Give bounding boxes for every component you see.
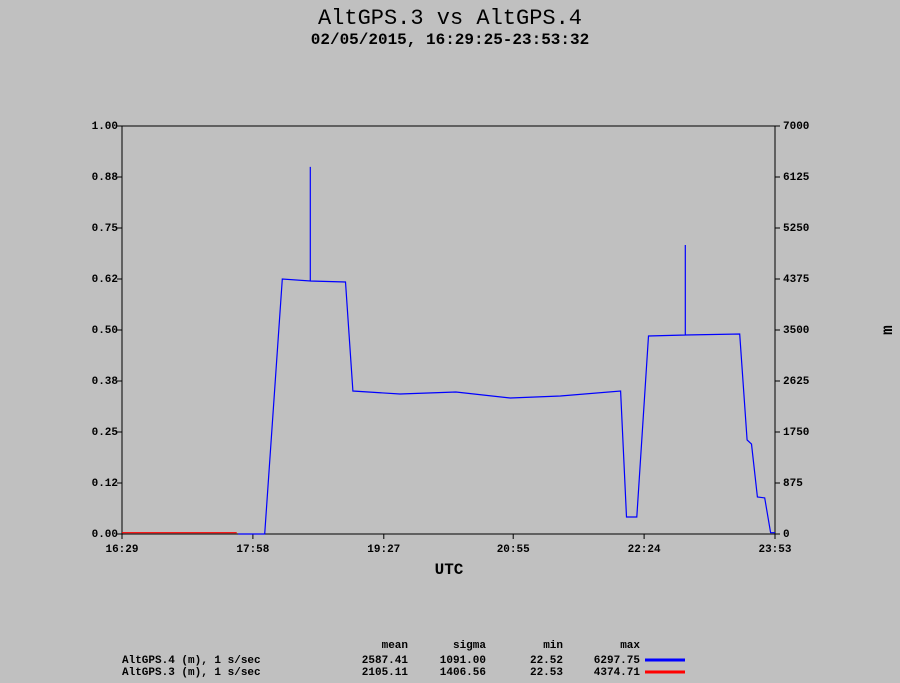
y2-tick-label: 3500 xyxy=(783,325,809,337)
stats-value: 4374.71 xyxy=(594,667,641,679)
y-tick-label: 0.50 xyxy=(92,325,118,337)
plot-frame xyxy=(121,125,776,535)
y2-tick-label: 1750 xyxy=(783,427,809,439)
stats-header: max xyxy=(620,640,640,652)
y2-tick-label: 4375 xyxy=(783,274,810,286)
legend-label: AltGPS.3 (m), 1 s/sec xyxy=(122,667,261,679)
y-tick-label: 0.88 xyxy=(92,172,119,184)
stats-header: min xyxy=(543,640,563,652)
y2-tick-label: 2625 xyxy=(783,376,810,388)
stats-header: sigma xyxy=(453,640,486,652)
y-tick-label: 0.62 xyxy=(92,274,118,286)
y2-tick-label: 6125 xyxy=(783,172,810,184)
stats-value: 1091.00 xyxy=(440,655,486,667)
x-tick-label: 23:53 xyxy=(758,544,791,556)
stats-value: 1406.56 xyxy=(440,667,486,679)
y-tick-label: 0.38 xyxy=(92,376,119,388)
x-axis-label: UTC xyxy=(435,561,464,579)
x-tick-label: 17:58 xyxy=(236,544,269,556)
stats-header: mean xyxy=(382,640,408,652)
y2-axis-label: m xyxy=(879,325,897,335)
y2-tick-label: 5250 xyxy=(783,223,809,235)
y-tick-label: 1.00 xyxy=(92,121,118,133)
series-line xyxy=(238,166,775,535)
chart-title: AltGPS.3 vs AltGPS.4 xyxy=(318,6,582,31)
y-tick-label: 0.25 xyxy=(92,427,119,439)
x-tick-label: 22:24 xyxy=(628,544,661,556)
chart-subtitle: 02/05/2015, 16:29:25-23:53:32 xyxy=(311,31,589,49)
stats-value: 2587.41 xyxy=(362,655,409,667)
y-tick-label: 0.00 xyxy=(92,529,118,541)
stats-value: 6297.75 xyxy=(594,655,641,667)
y-tick-label: 0.12 xyxy=(92,478,118,490)
stats-value: 2105.11 xyxy=(362,667,409,679)
y-tick-label: 0.75 xyxy=(92,223,119,235)
y2-tick-label: 875 xyxy=(783,478,803,490)
legend-label: AltGPS.4 (m), 1 s/sec xyxy=(122,655,261,667)
stats-value: 22.53 xyxy=(530,667,563,679)
y2-tick-label: 7000 xyxy=(783,121,809,133)
x-tick-label: 19:27 xyxy=(367,544,400,556)
y2-tick-label: 0 xyxy=(783,529,790,541)
x-tick-label: 16:29 xyxy=(105,544,138,556)
stats-value: 22.52 xyxy=(530,655,563,667)
x-tick-label: 20:55 xyxy=(497,544,530,556)
